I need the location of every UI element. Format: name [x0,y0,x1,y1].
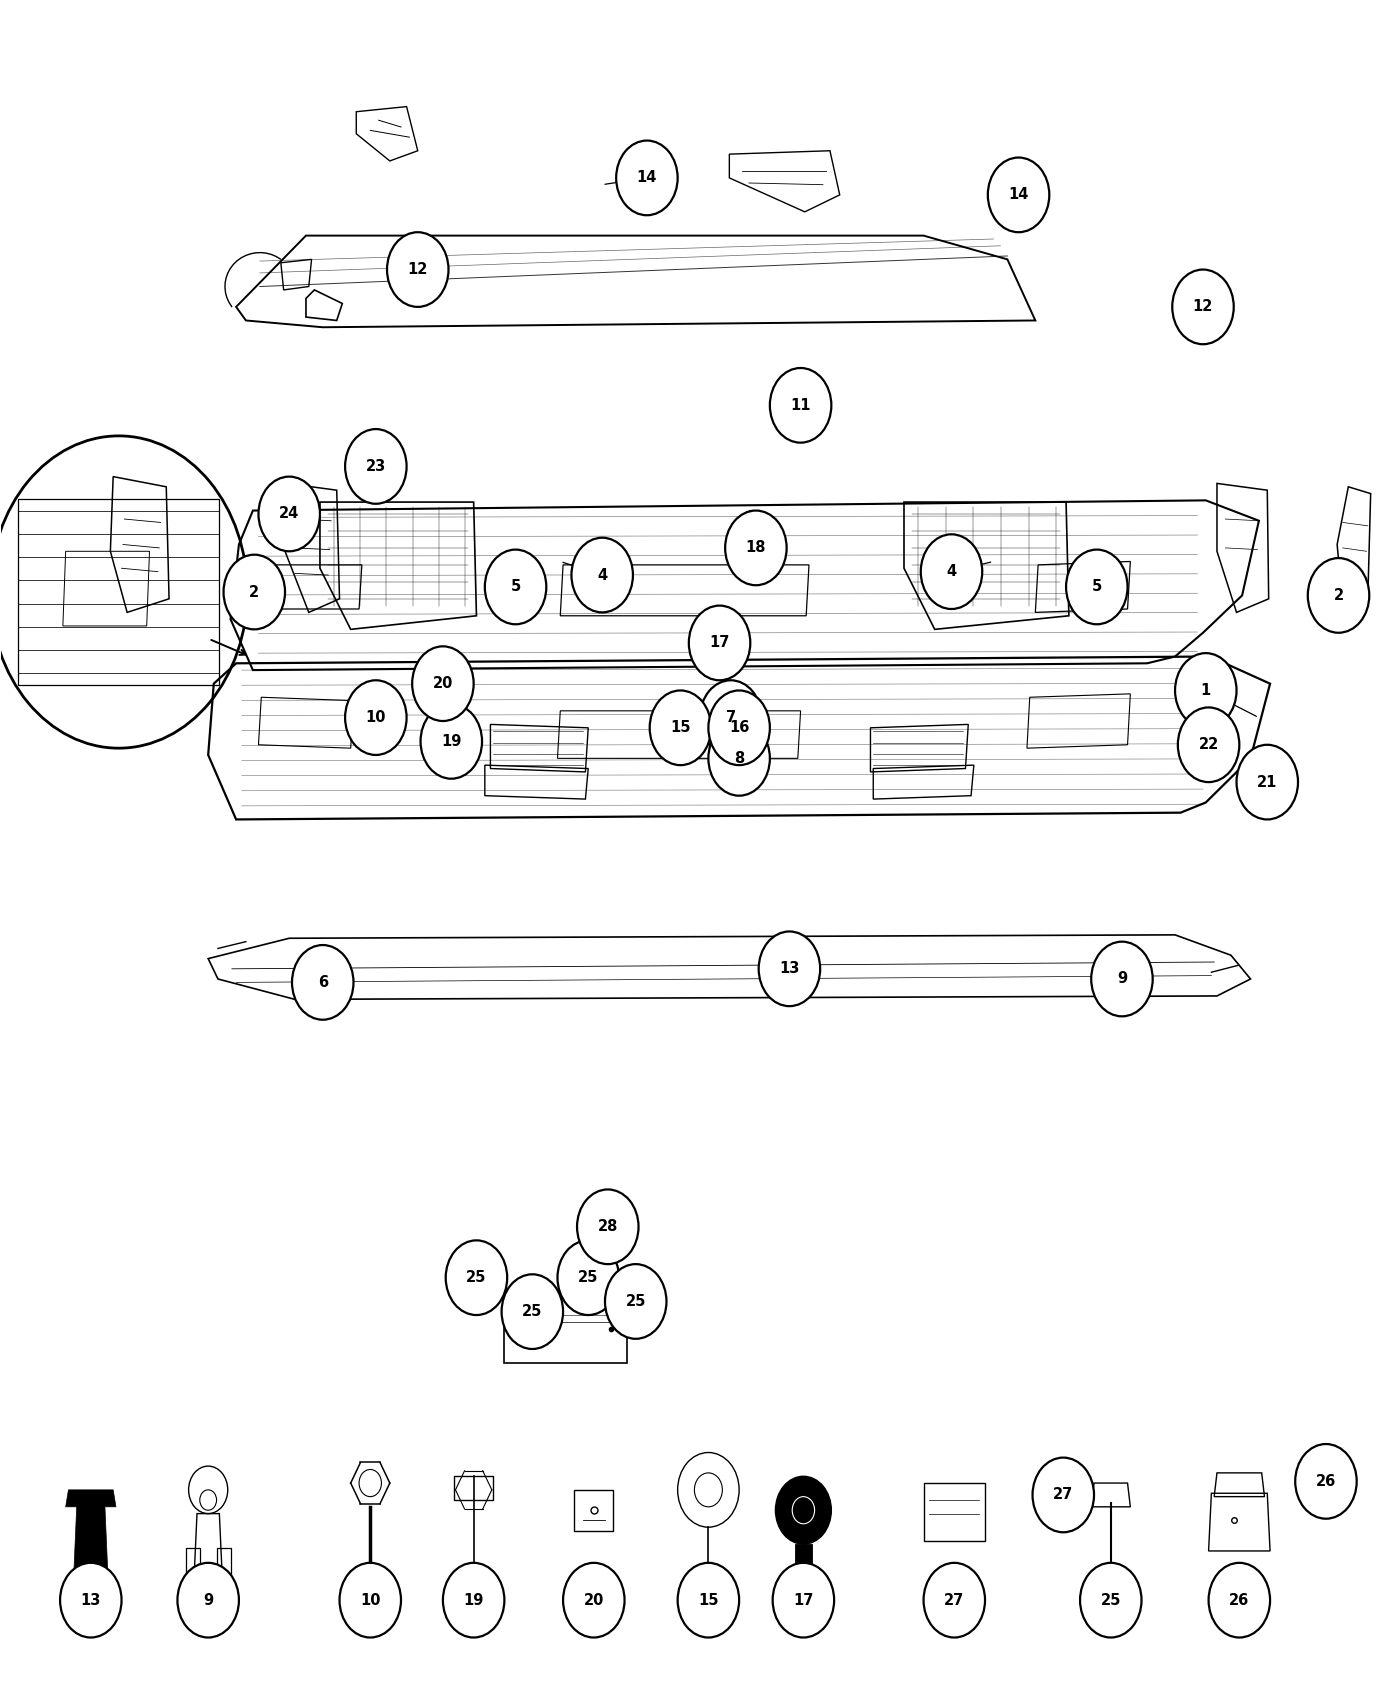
Text: 23: 23 [365,459,386,474]
Text: 14: 14 [637,170,657,185]
Text: 25: 25 [1100,1593,1121,1608]
Text: 4: 4 [598,568,608,583]
Circle shape [346,428,406,503]
Circle shape [708,690,770,765]
Circle shape [420,704,482,779]
Circle shape [386,233,448,308]
Circle shape [773,1562,834,1637]
Text: 1: 1 [1201,683,1211,699]
Text: 17: 17 [710,636,729,651]
Circle shape [708,721,770,796]
Circle shape [571,537,633,612]
Circle shape [678,1562,739,1637]
Text: 2: 2 [1333,588,1344,604]
Circle shape [924,1562,986,1637]
Text: 2: 2 [249,585,259,600]
Polygon shape [795,1544,812,1567]
Circle shape [259,476,321,551]
Text: 13: 13 [780,960,799,976]
Text: 19: 19 [463,1593,484,1608]
Circle shape [1091,942,1152,1017]
Circle shape [1033,1457,1093,1532]
Text: 10: 10 [360,1593,381,1608]
Text: 27: 27 [1053,1488,1074,1503]
Text: 5: 5 [1092,580,1102,595]
Circle shape [1308,558,1369,632]
Text: 15: 15 [699,1593,718,1608]
Circle shape [759,932,820,1006]
Circle shape [1177,707,1239,782]
Text: 24: 24 [279,507,300,522]
Text: 16: 16 [729,721,749,736]
Text: 26: 26 [1229,1593,1249,1608]
Circle shape [1079,1562,1141,1637]
Circle shape [689,605,750,680]
Text: 21: 21 [1257,775,1277,789]
Polygon shape [1099,1581,1121,1605]
Circle shape [346,680,406,755]
Text: 25: 25 [578,1270,598,1285]
Circle shape [1175,653,1236,728]
Circle shape [1065,549,1127,624]
Text: 9: 9 [203,1593,213,1608]
Circle shape [700,680,762,755]
Circle shape [650,690,711,765]
Text: 13: 13 [81,1593,101,1608]
Text: 9: 9 [1117,971,1127,986]
Text: 6: 6 [318,974,328,989]
Polygon shape [66,1489,116,1506]
Text: 26: 26 [1316,1474,1336,1489]
Circle shape [340,1562,400,1637]
Circle shape [563,1562,624,1637]
Circle shape [616,141,678,216]
Text: 27: 27 [944,1593,965,1608]
Circle shape [1236,745,1298,819]
Text: 4: 4 [946,564,956,580]
Text: 5: 5 [511,580,521,595]
Circle shape [178,1562,239,1637]
Circle shape [501,1275,563,1350]
Text: 25: 25 [522,1304,543,1319]
Circle shape [1172,270,1233,343]
Circle shape [293,945,353,1020]
Text: 17: 17 [794,1593,813,1608]
Text: 18: 18 [746,541,766,556]
Circle shape [224,554,286,629]
Circle shape [776,1476,832,1544]
Text: 10: 10 [365,711,386,726]
Text: 14: 14 [1008,187,1029,202]
Text: 25: 25 [626,1294,645,1309]
Circle shape [60,1562,122,1637]
Circle shape [1208,1562,1270,1637]
Polygon shape [74,1567,108,1595]
Circle shape [770,367,832,442]
Circle shape [1295,1443,1357,1518]
Text: 11: 11 [791,398,811,413]
Text: 28: 28 [598,1219,617,1234]
Circle shape [412,646,473,721]
Circle shape [921,534,983,609]
Polygon shape [74,1503,108,1567]
Text: 20: 20 [584,1593,603,1608]
Circle shape [725,510,787,585]
Text: 8: 8 [734,751,745,765]
Text: 20: 20 [433,677,454,692]
Circle shape [442,1562,504,1637]
Circle shape [605,1265,666,1340]
Circle shape [484,549,546,624]
Text: 22: 22 [1198,738,1219,753]
Text: 12: 12 [407,262,428,277]
Circle shape [988,158,1050,233]
Text: 19: 19 [441,734,462,750]
Text: 7: 7 [725,711,736,726]
Text: 12: 12 [1193,299,1214,314]
Circle shape [445,1241,507,1316]
Text: 25: 25 [466,1270,487,1285]
Circle shape [557,1241,619,1316]
Text: 15: 15 [671,721,690,736]
Circle shape [577,1190,638,1265]
